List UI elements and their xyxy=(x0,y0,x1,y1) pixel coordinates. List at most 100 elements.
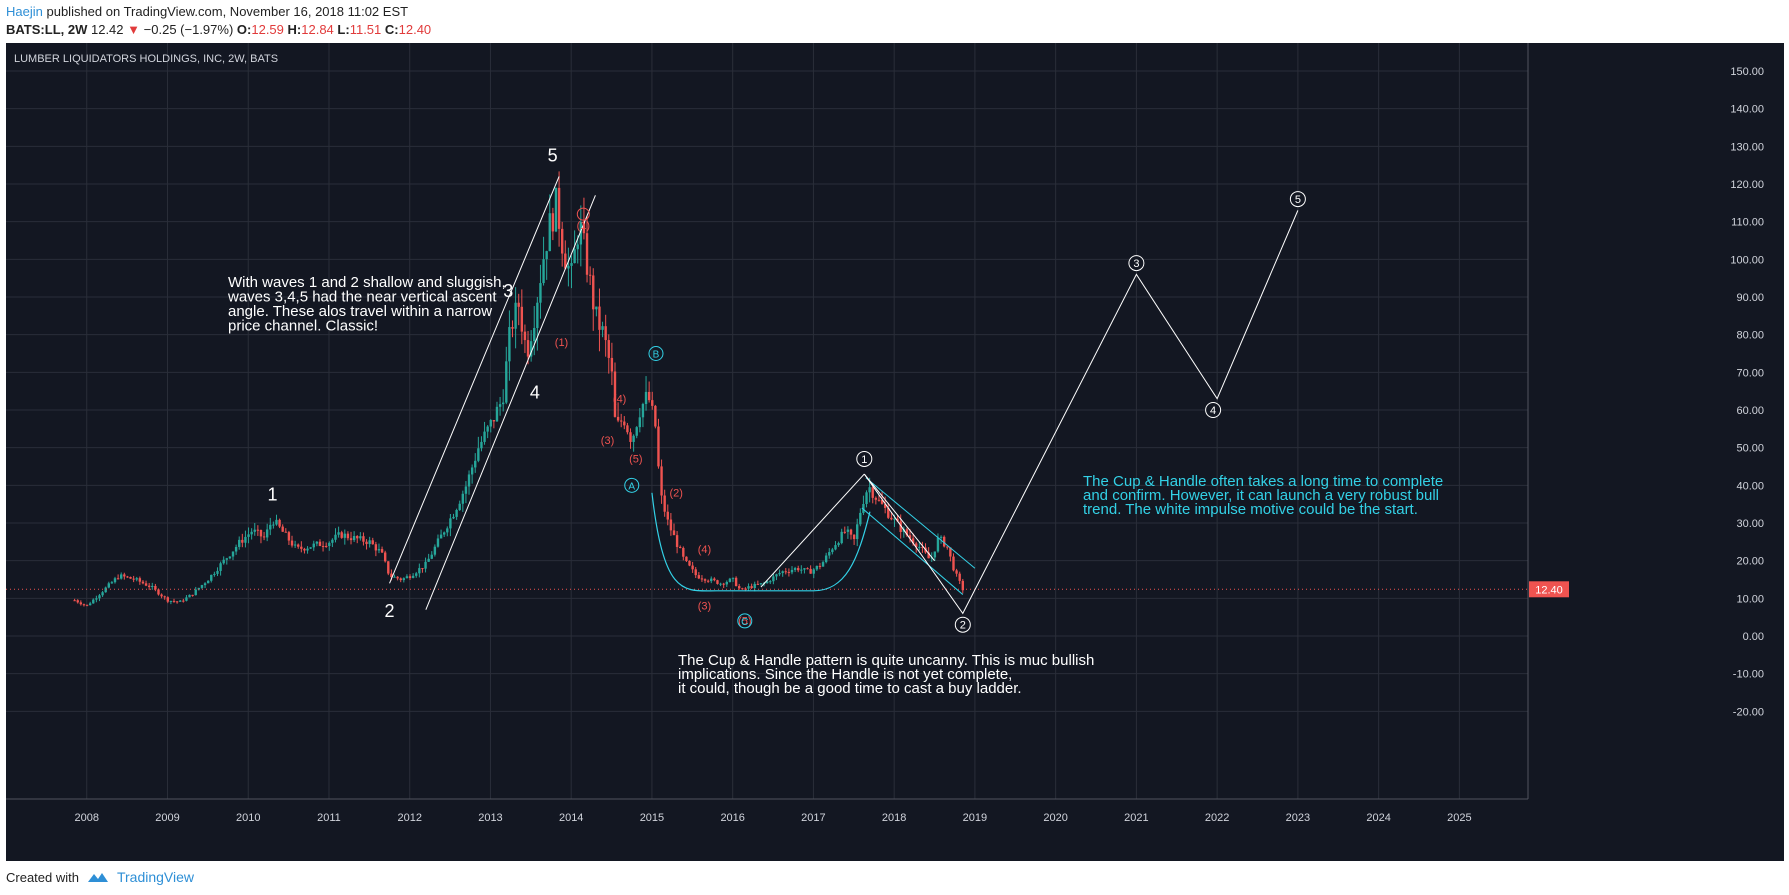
candle-body xyxy=(644,391,648,405)
high-value: 12.84 xyxy=(301,22,334,37)
cup-curve xyxy=(651,492,871,592)
x-tick-label: 2008 xyxy=(75,812,99,824)
candle-body xyxy=(349,538,353,541)
candle-body xyxy=(200,585,204,588)
candle-body xyxy=(287,532,291,541)
candle-body xyxy=(244,536,247,543)
candle-body xyxy=(461,493,465,504)
candle-body xyxy=(293,544,297,546)
y-tick-label: 90.00 xyxy=(1736,292,1764,304)
candle-body xyxy=(697,575,701,579)
candle-body xyxy=(772,576,775,582)
candle-body xyxy=(871,487,874,498)
x-tick-label: 2024 xyxy=(1366,812,1390,824)
candle-body xyxy=(961,580,965,591)
x-tick-label: 2018 xyxy=(882,812,906,824)
candle-body xyxy=(595,306,598,310)
candle-body xyxy=(619,420,623,422)
chart-area[interactable]: 150.00 140.00 130.00 120.00 110.00 100.00 90.0… xyxy=(6,43,1784,861)
candle-body xyxy=(436,538,440,547)
high-label: H: xyxy=(287,22,302,37)
candle-body xyxy=(95,598,98,600)
candle-body xyxy=(163,596,166,598)
candle-body xyxy=(626,425,629,433)
candle-body xyxy=(188,594,191,598)
candle-body xyxy=(182,600,185,602)
candle-body xyxy=(362,536,365,542)
price-chart[interactable]: 150.00140.00130.00120.00110.00100.0090.0… xyxy=(6,43,1784,861)
candle-body xyxy=(856,524,859,540)
candle-body xyxy=(464,486,468,494)
projection-label: 2 xyxy=(960,620,966,632)
candle-body xyxy=(703,579,707,581)
wave-label-5: 5 xyxy=(548,145,558,165)
candle-body xyxy=(144,583,148,586)
candle-body xyxy=(936,537,940,552)
minor-wave-label: (4) xyxy=(613,393,626,405)
candle-body xyxy=(449,518,452,529)
projection-circle xyxy=(856,450,873,467)
candle-body xyxy=(890,517,893,520)
candle-body xyxy=(679,546,682,548)
wave-label-2: 2 xyxy=(385,601,395,621)
wave-label-1: 1 xyxy=(267,484,277,504)
candle-body xyxy=(790,569,794,573)
candle-body xyxy=(769,581,772,583)
candle-body xyxy=(927,552,930,559)
minor-wave-label: (2) xyxy=(669,488,682,500)
candle-body xyxy=(228,556,232,559)
comment-bottom-line: it could, though be a good time to cast … xyxy=(678,680,1022,697)
candle-body xyxy=(765,581,769,584)
candle-body xyxy=(666,511,669,520)
author-link[interactable]: Haejin xyxy=(6,4,43,19)
candle-body xyxy=(427,558,430,562)
y-tick-label: 60.00 xyxy=(1736,405,1764,417)
candle-body xyxy=(607,340,610,358)
candle-body xyxy=(324,545,328,547)
comment-right-line: The Cup & Handle often takes a long time… xyxy=(1083,473,1443,490)
candle-body xyxy=(834,545,837,550)
candle-body xyxy=(862,503,865,513)
last-price: 12.42 xyxy=(90,22,124,37)
projection-circle xyxy=(1289,191,1306,208)
candle-body xyxy=(213,573,216,575)
candle-body xyxy=(231,551,235,557)
open-label: O: xyxy=(236,22,252,37)
candle-body xyxy=(781,571,784,574)
created-with-text: Created with xyxy=(6,869,79,885)
candle-body xyxy=(408,576,412,578)
candle-body xyxy=(700,578,704,580)
candle-body xyxy=(501,402,505,405)
candle-body xyxy=(275,519,278,525)
tradingview-brand[interactable]: TradingView xyxy=(116,869,195,885)
candle-body xyxy=(328,542,331,547)
candle-body xyxy=(82,604,86,606)
candle-body xyxy=(241,539,244,543)
candle-body xyxy=(455,509,458,517)
candle-body xyxy=(477,448,480,461)
candle-body xyxy=(958,573,961,581)
candle-body xyxy=(253,529,256,532)
candle-body xyxy=(418,568,421,574)
minor-wave-label: (3) xyxy=(601,435,614,447)
candle-body xyxy=(374,544,378,551)
y-tick-label: -10.00 xyxy=(1733,669,1764,681)
x-tick-label: 2019 xyxy=(963,812,987,824)
candle-body xyxy=(887,507,890,518)
x-tick-label: 2020 xyxy=(1043,812,1067,824)
handle-upper-line xyxy=(865,477,976,569)
abc-circle xyxy=(624,477,640,493)
minor-wave-label: (5) xyxy=(738,616,751,628)
candle-body xyxy=(250,531,253,535)
y-tick-label: 100.00 xyxy=(1730,254,1764,266)
candle-body xyxy=(377,549,381,551)
candle-body xyxy=(750,586,753,588)
candle-body xyxy=(573,249,576,264)
candle-body xyxy=(682,547,685,557)
candle-body xyxy=(734,577,738,587)
candle-body xyxy=(508,327,511,362)
candle-body xyxy=(921,546,924,548)
candle-body xyxy=(123,574,126,577)
candle-body xyxy=(318,541,322,546)
candle-body xyxy=(467,474,471,487)
